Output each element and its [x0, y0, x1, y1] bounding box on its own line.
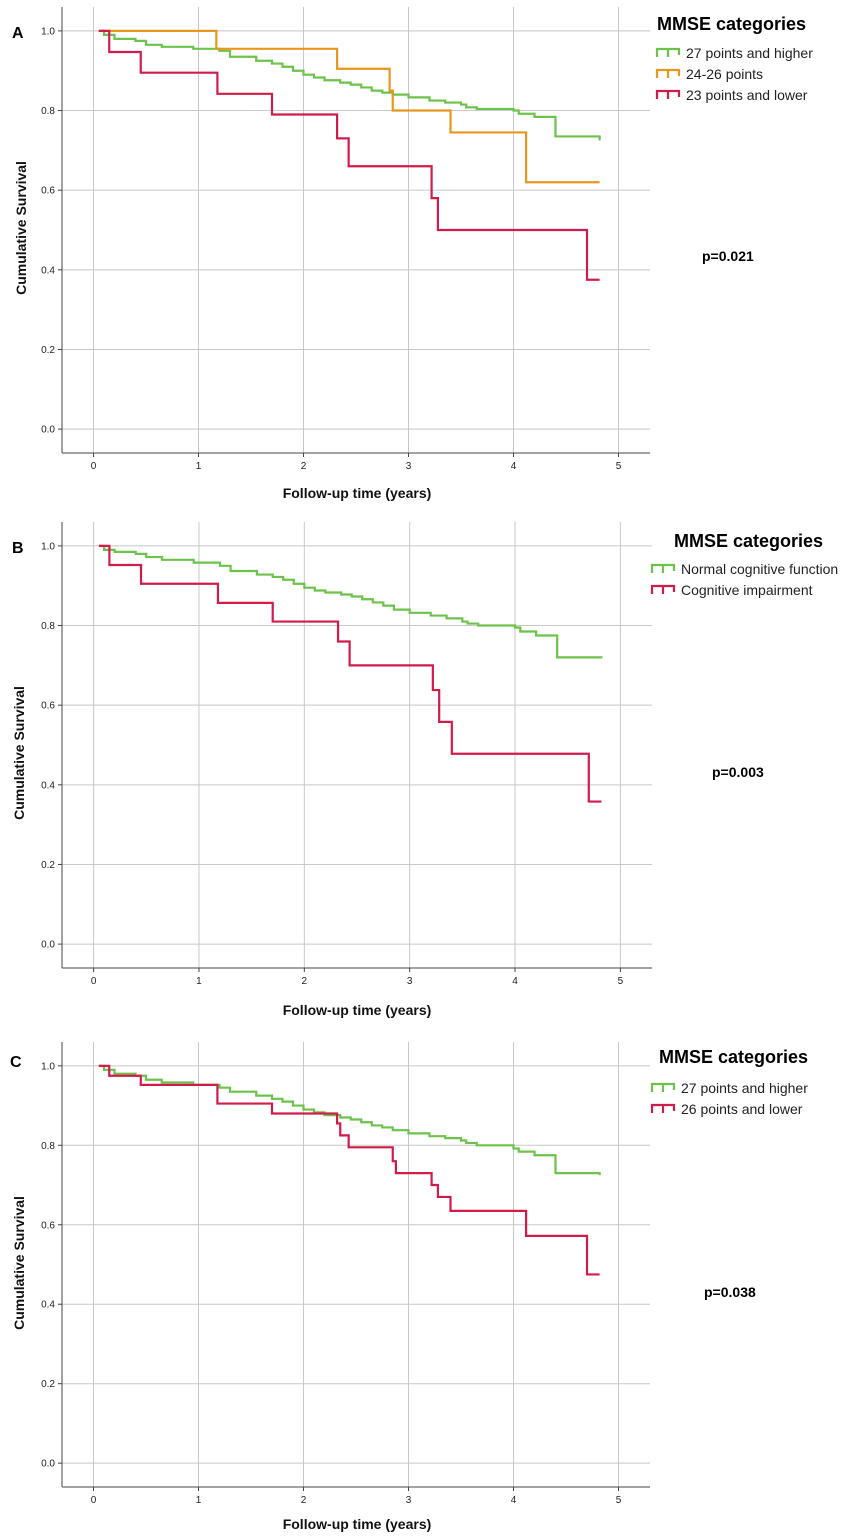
y-axis-title-b: Cumulative Survival: [11, 686, 27, 820]
x-tick-label: 0: [91, 976, 97, 987]
y-tick-label: 0.2: [41, 345, 55, 356]
y-tick-label: 0.8: [41, 1141, 55, 1152]
x-tick-label: 3: [406, 1495, 412, 1506]
x-tick-label: 5: [616, 1495, 622, 1506]
y-tick-label: 0.4: [41, 265, 55, 276]
legend-title-a: MMSE categories: [657, 14, 806, 34]
x-axis-label-b: Follow-up time (years): [283, 1002, 432, 1018]
x-axis-label-c: Follow-up time (years): [283, 1516, 432, 1532]
legend-swatch: [650, 1082, 676, 1092]
legend-label: Normal cognitive function: [681, 561, 838, 577]
y-tick-label: 0.8: [41, 621, 55, 632]
x-tick-label: 4: [512, 976, 518, 987]
y-axis-label-a: Cumulative Survival: [13, 161, 29, 295]
x-tick-label: 1: [196, 976, 202, 987]
legend-label: 26 points and lower: [681, 1101, 803, 1117]
plot-background: [62, 1042, 650, 1487]
x-tick-label: 0: [91, 461, 97, 472]
plot-area-c: 0 1 2 3 4 5 0.0 0.2 0.4 0.6 0.8 1.0: [41, 1042, 650, 1506]
y-tick-label: 0.0: [41, 1459, 55, 1470]
y-axis-title-c: Cumulative Survival: [11, 1196, 27, 1330]
y-tick-label: 0.0: [41, 425, 55, 436]
survival-curve-2: [98, 29, 600, 184]
legend-label: 27 points and higher: [686, 45, 813, 61]
p-value-b: p=0.003: [712, 764, 764, 780]
y-axis-label-c: Cumulative Survival: [11, 1196, 27, 1330]
plot-area-b: 0 1 2 3 4 5 0.0 0.2 0.4 0.6 0.8 1.0: [41, 522, 652, 987]
x-tick-label: 2: [302, 976, 308, 987]
x-tick-label: 2: [301, 1495, 307, 1506]
y-tick-label: 0.6: [41, 701, 55, 712]
legend-label: 23 points and lower: [686, 87, 808, 103]
chart-panel-c: C Cumulative Survival 0 1 2 3 4 5 0.0 0.2 0.4 0.6…: [0, 1029, 866, 1539]
y-tick-label: 0.2: [41, 1379, 55, 1390]
y-tick-label: 0.6: [41, 186, 55, 197]
y-tick-label: 1.0: [41, 541, 55, 552]
x-tick-label: 2: [301, 461, 307, 472]
panel-letter-a: A: [12, 25, 24, 42]
legend-b: MMSE categories Normal cognitive functio…: [650, 531, 838, 598]
x-tick-label: 1: [196, 461, 202, 472]
x-tick-label: 4: [511, 461, 517, 472]
y-axis-title-a: Cumulative Survival: [13, 161, 29, 295]
legend-title-c: MMSE categories: [659, 1047, 808, 1067]
chart-svg-c: C Cumulative Survival 0 1 2 3 4 5 0.0 0.2 0.4 0.6…: [10, 1042, 808, 1532]
y-axis-label-b: Cumulative Survival: [11, 686, 27, 820]
survival-curve-3: [98, 29, 600, 281]
legend-swatch: [650, 584, 676, 594]
plot-background: [62, 522, 652, 968]
x-tick-label: 3: [406, 461, 412, 472]
chart-svg-a: A Cumulative Survival 0 1 2 3 4 5 0.0 0.2 0.4 0.6…: [12, 7, 813, 501]
x-tick-label: 4: [511, 1495, 517, 1506]
y-tick-label: 1.0: [41, 26, 55, 37]
y-tick-label: 0.0: [41, 940, 55, 951]
p-value-c: p=0.038: [704, 1284, 756, 1300]
x-tick-label: 0: [91, 1495, 97, 1506]
survival-curve-2: [98, 544, 602, 803]
legend-swatch: [650, 1103, 676, 1113]
survival-curve-2: [98, 1064, 600, 1276]
y-tick-label: 0.4: [41, 780, 55, 791]
y-tick-label: 0.2: [41, 860, 55, 871]
x-tick-label: 1: [196, 1495, 202, 1506]
legend-swatch: [650, 563, 676, 573]
y-tick-label: 0.8: [41, 106, 55, 117]
legend-c: MMSE categories 27 points and higher 26 p…: [650, 1047, 808, 1117]
x-tick-label: 5: [618, 976, 624, 987]
x-tick-label: 5: [616, 461, 622, 472]
legend-swatch: [655, 68, 681, 78]
y-tick-label: 0.6: [41, 1220, 55, 1231]
survival-curve-1: [98, 544, 603, 659]
x-axis-label-a: Follow-up time (years): [283, 485, 432, 501]
y-tick-label: 1.0: [41, 1061, 55, 1072]
legend-swatch: [655, 89, 681, 99]
chart-panel-a: A Cumulative Survival 0 1 2 3 4 5 0.0 0.2 0.4 0.6…: [0, 0, 866, 510]
x-tick-label: 3: [407, 976, 413, 987]
legend-label: Cognitive impairment: [681, 582, 813, 598]
legend-swatch: [655, 47, 681, 57]
chart-panel-b: B Cumulative Survival 0 1 2 3 4 5 0.0 0.2 0.4 0.6…: [0, 515, 866, 1025]
y-tick-label: 0.4: [41, 1300, 55, 1311]
panel-letter-c: C: [10, 1054, 22, 1071]
legend-label: 27 points and higher: [681, 1080, 808, 1096]
survival-curve-1: [98, 29, 601, 141]
legend-title-b: MMSE categories: [674, 531, 823, 551]
legend-label: 24-26 points: [686, 66, 763, 82]
chart-svg-b: B Cumulative Survival 0 1 2 3 4 5 0.0 0.2 0.4 0.6…: [11, 522, 838, 1018]
survival-curve-1: [98, 1064, 601, 1176]
p-value-a: p=0.021: [702, 248, 754, 264]
panel-letter-b: B: [12, 540, 24, 557]
legend-a: MMSE categories 27 points and higher 24-2…: [655, 14, 813, 103]
plot-area-a: 0 1 2 3 4 5 0.0 0.2 0.4 0.6 0.8 1.0: [41, 7, 650, 472]
